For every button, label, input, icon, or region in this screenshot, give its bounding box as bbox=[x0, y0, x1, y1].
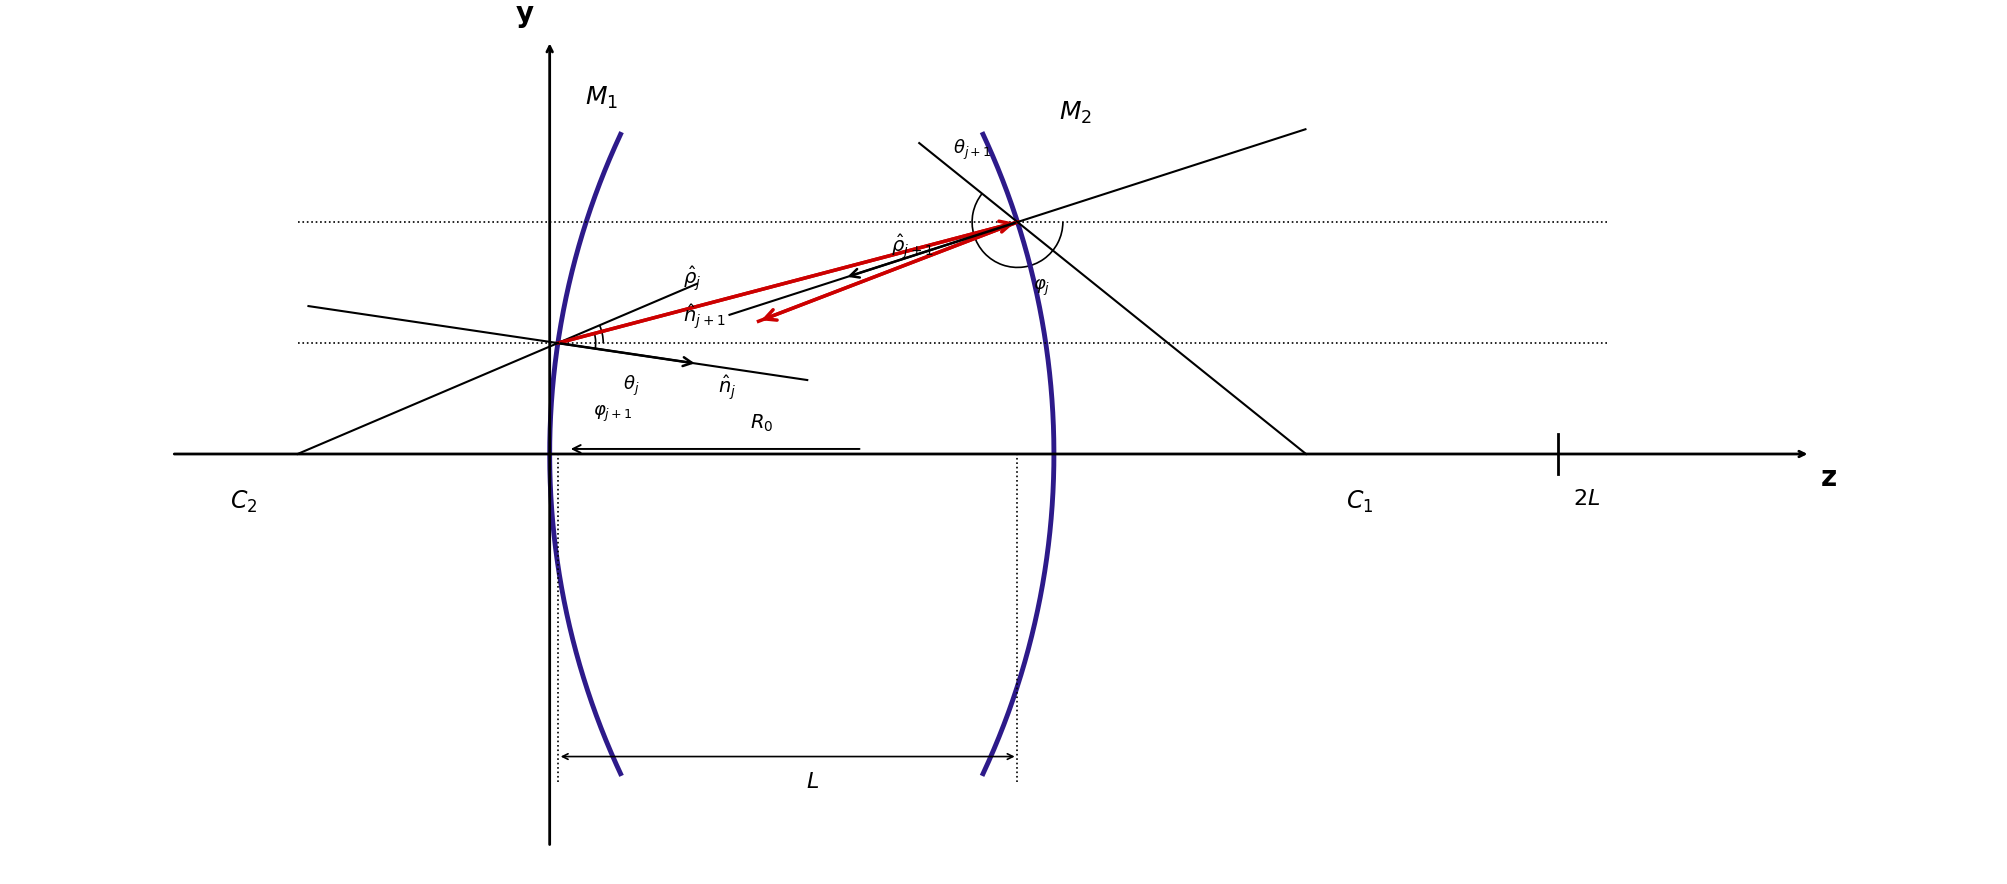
Text: $\varphi_{j+1}$: $\varphi_{j+1}$ bbox=[594, 404, 632, 423]
Text: $2L$: $2L$ bbox=[1573, 490, 1600, 509]
Text: $R_0$: $R_0$ bbox=[751, 413, 773, 434]
Text: $\hat{n}_{j+1}$: $\hat{n}_{j+1}$ bbox=[682, 303, 727, 332]
Text: $C_2$: $C_2$ bbox=[231, 490, 257, 515]
Text: $M_2$: $M_2$ bbox=[1060, 100, 1092, 126]
Text: $\theta_{j+1}$: $\theta_{j+1}$ bbox=[953, 137, 991, 162]
Text: $\hat{n}_j$: $\hat{n}_j$ bbox=[719, 374, 737, 402]
Text: $M_1$: $M_1$ bbox=[584, 85, 618, 111]
Text: $\hat{\rho}_{j+1}$: $\hat{\rho}_{j+1}$ bbox=[891, 232, 933, 261]
Text: $L$: $L$ bbox=[807, 772, 819, 792]
Text: $\mathbf{z}$: $\mathbf{z}$ bbox=[1820, 464, 1836, 492]
Text: $\theta_j$: $\theta_j$ bbox=[624, 373, 640, 398]
Text: $\varphi_j$: $\varphi_j$ bbox=[1034, 278, 1050, 298]
Text: $\hat{\rho}_j$: $\hat{\rho}_j$ bbox=[682, 264, 700, 293]
Text: $C_1$: $C_1$ bbox=[1347, 490, 1373, 515]
Text: $\mathbf{y}$: $\mathbf{y}$ bbox=[516, 3, 534, 30]
